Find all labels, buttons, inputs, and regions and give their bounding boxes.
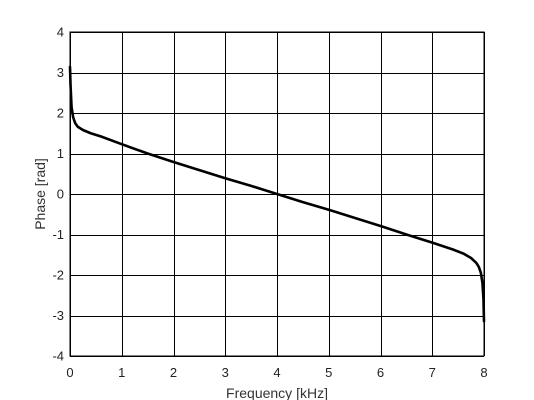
x-tick-label: 0 [66,365,73,380]
y-tick-label: 4 [57,25,64,40]
y-tick-label: 2 [57,106,64,121]
y-tick-label: 0 [57,187,64,202]
y-tick-label: -3 [52,308,64,323]
x-tick-label: 2 [170,365,177,380]
x-tick-label: 8 [480,365,487,380]
x-axis-label: Frequency [kHz] [226,385,328,400]
series-layer [68,65,486,323]
x-tick-label: 6 [377,365,384,380]
x-tick-label: 7 [429,365,436,380]
x-tick-label: 5 [325,365,332,380]
y-tick-label: 1 [57,146,64,161]
x-tick-label: 4 [273,365,280,380]
y-tick-label: -4 [52,349,64,364]
plot-frame [69,31,485,357]
y-axis-label: Phase [rad] [32,158,48,230]
y-tick-label: 3 [57,65,64,80]
x-tick-label: 1 [118,365,125,380]
x-tick-label: 3 [222,365,229,380]
x-tick-labels: 0 1 2 3 4 5 6 7 8 [66,365,487,380]
y-tick-labels: 4 3 2 1 0 -1 -2 -3 -4 [52,25,64,364]
y-tick-label: -1 [52,227,64,242]
y-tick-label: -2 [52,268,64,283]
phase-series-line-0 [68,65,486,323]
